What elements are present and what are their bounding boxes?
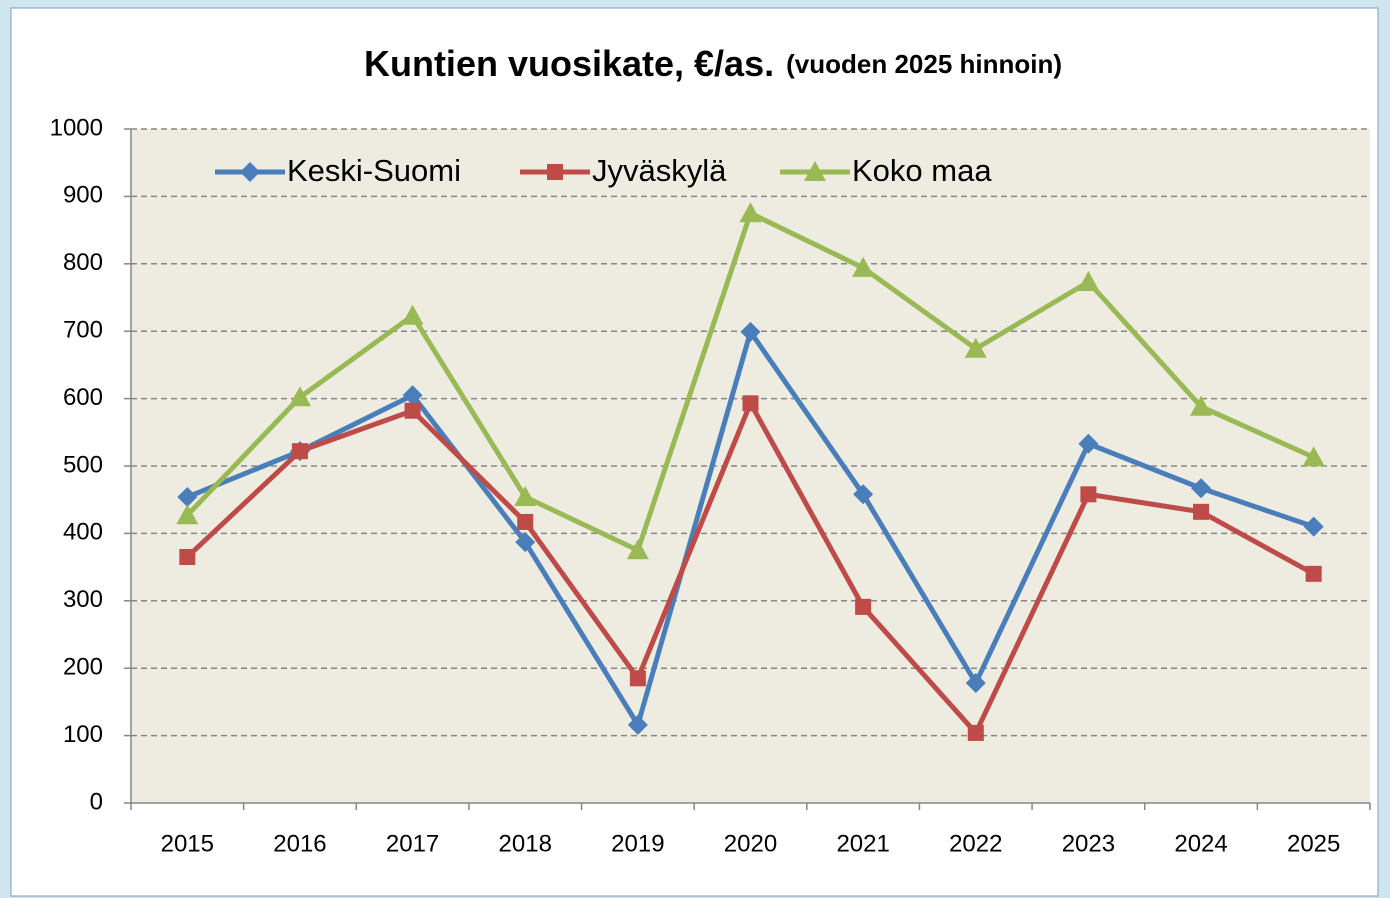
y-tick-label: 0	[90, 788, 103, 815]
marker-triangle	[852, 256, 875, 277]
marker-square	[404, 402, 421, 419]
marker-triangle	[1302, 446, 1325, 467]
y-tick-label: 200	[63, 654, 103, 681]
y-tick-label: 500	[63, 451, 103, 478]
marker-diamond	[627, 714, 648, 735]
x-tick-label: 2020	[724, 830, 777, 857]
marker-diamond	[1078, 433, 1099, 454]
marker-square	[179, 548, 196, 565]
x-tick-label: 2022	[949, 830, 1002, 857]
x-tick-label: 2021	[836, 830, 889, 857]
marker-triangle	[1077, 270, 1100, 291]
x-tick-label: 2023	[1062, 830, 1115, 857]
y-tick-label: 1000	[50, 114, 103, 141]
y-tick-label: 100	[63, 721, 103, 748]
x-tick-label: 2024	[1174, 830, 1227, 857]
marker-diamond	[740, 321, 761, 342]
marker-square	[855, 598, 872, 615]
marker-diamond	[965, 673, 986, 694]
marker-triangle	[176, 504, 199, 525]
x-tick-label: 2015	[161, 830, 214, 857]
legend-label: Keski-Suomi	[287, 153, 461, 188]
legend-marker	[804, 161, 826, 181]
marker-triangle	[626, 539, 649, 560]
legend-marker	[240, 162, 260, 182]
marker-triangle	[964, 337, 987, 358]
marker-triangle	[514, 486, 537, 507]
marker-triangle	[401, 304, 424, 325]
marker-square	[742, 395, 759, 412]
marker-square	[967, 724, 984, 741]
marker-diamond	[402, 385, 423, 406]
y-tick-label: 600	[63, 384, 103, 411]
chart-title: Kuntien vuosikate, €/as.	[364, 43, 774, 84]
x-tick-label: 2016	[273, 830, 326, 857]
marker-diamond	[515, 532, 536, 553]
marker-square	[517, 513, 534, 530]
x-tick-label: 2017	[386, 830, 439, 857]
marker-triangle	[739, 202, 762, 223]
marker-square	[1080, 486, 1097, 503]
marker-triangle	[288, 386, 311, 407]
y-tick-label: 900	[63, 182, 103, 209]
marker-triangle	[1190, 395, 1213, 416]
legend-label: Koko maa	[852, 153, 992, 188]
y-tick-label: 700	[63, 317, 103, 344]
legend-label: Jyväskylä	[592, 153, 727, 188]
marker-square	[291, 443, 308, 460]
x-tick-label: 2018	[499, 830, 552, 857]
y-tick-label: 300	[63, 586, 103, 613]
marker-square	[1193, 503, 1210, 520]
chart-title-group: Kuntien vuosikate, €/as. (vuoden 2025 hin…	[364, 43, 1062, 84]
legend-marker	[547, 164, 563, 180]
chart-subtitle: (vuoden 2025 hinnoin)	[786, 49, 1062, 79]
marker-square	[1305, 565, 1322, 582]
marker-square	[629, 670, 646, 687]
y-tick-label: 400	[63, 519, 103, 546]
marker-diamond	[1303, 516, 1324, 537]
x-tick-label: 2019	[611, 830, 664, 857]
marker-diamond	[1191, 478, 1212, 499]
marker-diamond	[853, 484, 874, 505]
marker-diamond	[177, 487, 198, 508]
x-tick-label: 2025	[1287, 830, 1340, 857]
y-tick-label: 800	[63, 249, 103, 276]
